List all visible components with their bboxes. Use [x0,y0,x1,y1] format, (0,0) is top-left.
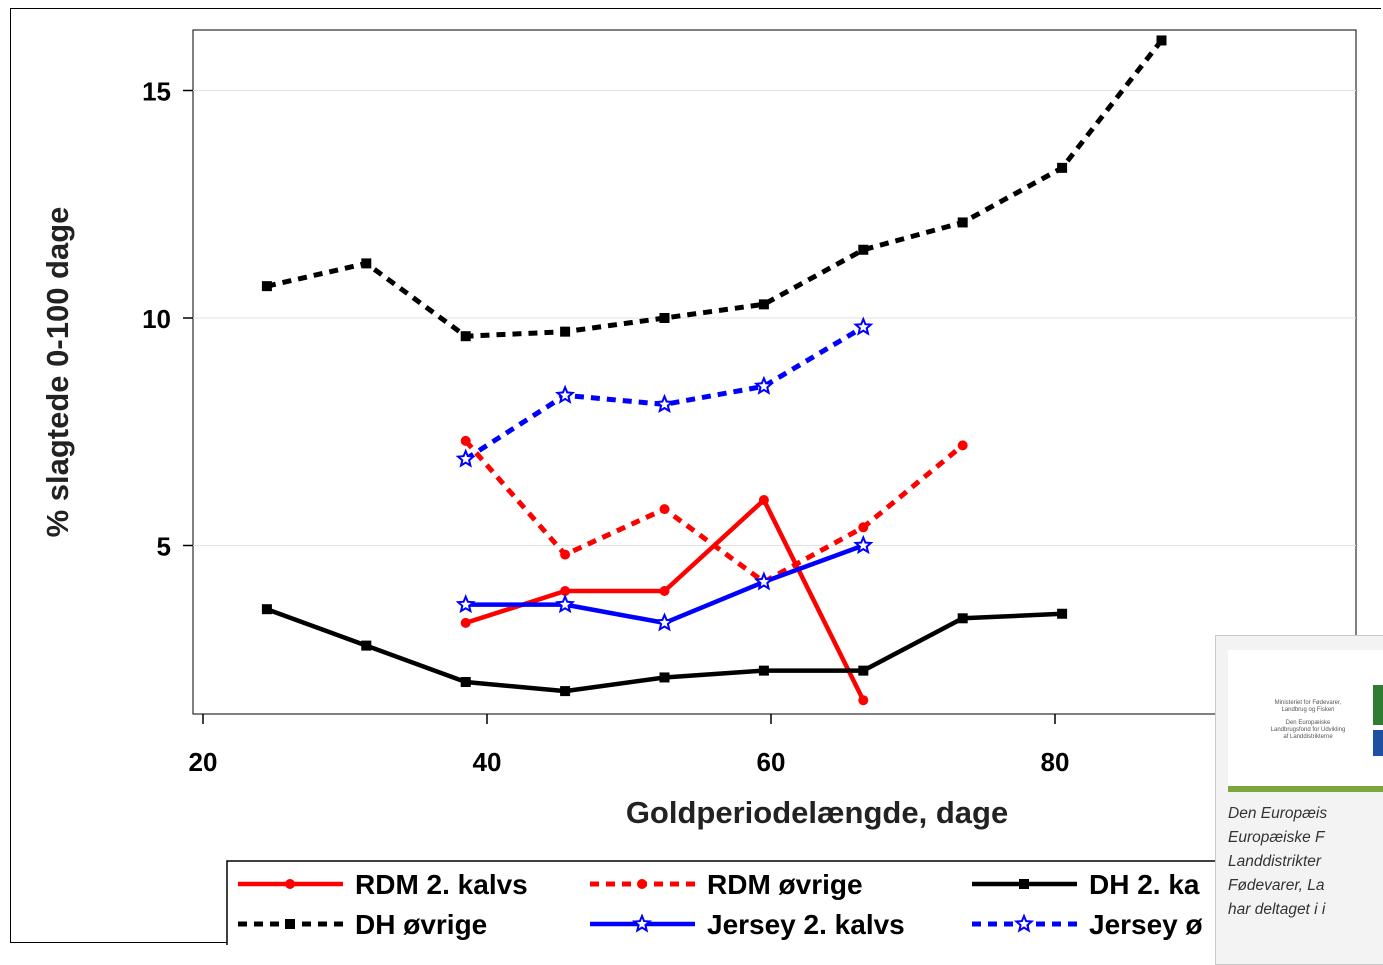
data-point [637,879,647,889]
data-point [758,495,769,505]
data-point [261,604,272,615]
legend-item: Jersey 2. kalvs [590,909,905,940]
x-tick-label: 80 [1041,747,1070,777]
legend-item: DH øvrige [238,909,487,940]
x-tick-label: 20 [189,747,218,777]
legend-label: Jersey ø [1089,909,1203,940]
data-point [957,217,968,228]
data-point [659,504,670,515]
data-point [560,586,571,596]
logo-text-line: Landbrug og Fiskeri [1281,707,1335,713]
caption-line: har deltaget i i [1228,901,1326,918]
data-point [1057,608,1068,619]
data-point [455,593,476,614]
data-point [460,677,471,687]
data-point [285,919,295,929]
series-jersey-vrige [455,316,874,468]
series-group [261,35,1167,706]
data-point [560,549,571,560]
logo-text-line: Ministeriet for Fødevarer, [1274,700,1342,706]
data-point [460,435,471,446]
data-point [1019,879,1029,889]
data-point [555,384,576,404]
logo-text-line: af Landdistrikterne [1283,734,1333,740]
data-point [361,640,372,651]
data-point [858,522,869,533]
data-point [361,258,372,269]
series-line [463,439,965,585]
x-axis-title: Goldperiodelængde, dage [626,795,1008,830]
data-point [753,571,774,591]
data-point [758,665,769,676]
x-tick-label: 60 [757,747,786,777]
axes: 5 10 15 20 40 60 80 [142,77,1069,778]
legend-label: RDM 2. kalvs [355,869,528,900]
caption-line: Fødevarer, La [1228,877,1325,894]
legend-label: RDM øvrige [707,869,863,900]
data-point [1057,162,1068,173]
overlay-info-card: Ministeriet for Fødevarer, Landbrug og F… [1215,635,1383,965]
series-dh-vrige [261,35,1167,342]
caption-line: Landdistrikter [1228,853,1322,870]
y-axis-title: % slagtede 0-100 dage [40,207,75,538]
data-point [654,393,675,413]
data-point [1156,35,1167,46]
data-point [853,534,874,555]
data-point [560,686,571,697]
legend-label: DH øvrige [355,909,487,940]
plot-area [192,29,1357,715]
data-point [858,665,869,676]
legend-box [226,860,1383,945]
legend-label: DH 2. ka [1089,869,1200,900]
legend-label: Jersey 2. kalvs [707,909,905,940]
data-point [659,313,670,323]
x-tick-label: 40 [473,747,502,777]
legend: RDM 2. kalvs RDM øvrige DH 2. ka DH øvrige J… [226,860,1383,945]
data-point [631,913,653,933]
data-point [261,281,272,292]
legend-item: RDM øvrige [590,869,863,900]
data-point [460,331,471,342]
data-point [858,244,869,255]
series-line [464,324,865,462]
eu-flag-icon [1373,730,1383,756]
series-jersey-2-kalvs [455,534,874,632]
data-point [455,448,476,468]
line-chart: 5 10 15 20 40 60 80 Goldperiodelængde, dage % … [40,29,1383,945]
ministry-emblem-icon [1373,685,1383,725]
legend-item: RDM 2. kalvs [238,869,528,900]
data-point [957,613,968,624]
data-point [853,316,874,336]
y-tick-label: 15 [142,77,171,107]
data-point [758,299,769,310]
y-tick-label: 10 [142,304,171,334]
data-point [753,375,774,395]
gridlines [193,90,1356,546]
caption-line: Den Europæis [1228,805,1328,822]
data-point [460,617,471,628]
data-point [858,695,869,706]
data-point [659,586,670,596]
caption-line: Europæiske F [1228,829,1325,846]
legend-item: DH 2. ka [972,869,1200,900]
data-point [957,440,968,451]
legend-item: Jersey ø [972,909,1203,940]
data-point [555,593,576,614]
data-point [1013,913,1035,933]
data-point [285,879,295,889]
series-rdm-2-kalvs [460,495,869,706]
series-line [266,38,1164,339]
logo-text-line: Den Europæiske [1285,720,1331,726]
data-point [654,612,675,632]
eu-logo: Ministeriet for Fødevarer, Landbrug og F… [1228,650,1383,792]
y-tick-label: 5 [157,532,171,562]
overlay-caption: Den Europæis Europæiske F Landdistrikter… [1228,802,1383,922]
logo-text-line: Landbrugsfond for Udvikling [1270,727,1346,733]
data-point [560,326,571,337]
data-point [659,672,670,683]
series-dh-2-kalvs [261,604,1068,697]
